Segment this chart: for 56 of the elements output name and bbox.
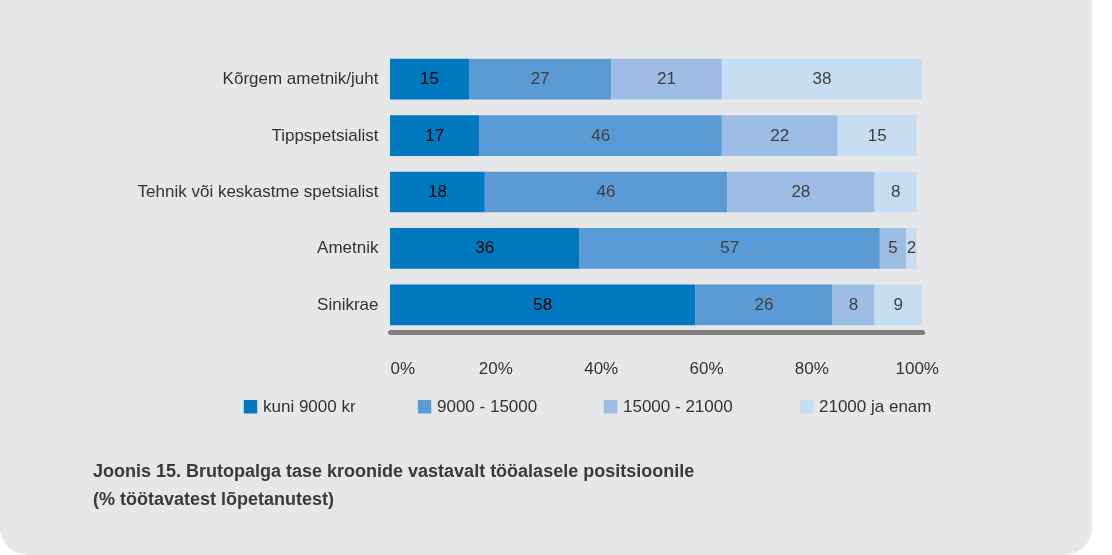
bar [695,284,833,326]
data-label: 21 [657,69,676,89]
y-tick-label: Tehnik või keskastme spetsialist [137,182,379,201]
data-label: 27 [530,69,550,89]
bar [721,58,922,100]
data-label: 58 [533,294,553,314]
x-tick-label: 20% [478,358,513,378]
data-label: 8 [890,182,901,201]
data-label: 46 [596,182,616,201]
y-tick-label: Kõrgem ametnik/juht [222,69,379,89]
data-label: 8 [848,294,859,314]
bar [874,284,922,326]
legend-label: 15000 - 21000 [623,396,733,416]
data-label: 26 [754,294,774,314]
bar [390,171,485,213]
x-tick-label: 60% [689,358,724,378]
text: Joonis 15. Brutopalga tase kroonide vastavalt tööalasele positsioonile (% töötavatest lõpetanutest) [93,461,695,509]
data-label: 18 [427,182,447,201]
bar [611,58,722,100]
data-label: 5 [888,238,898,258]
bar [579,228,880,269]
data-label: 57 [720,238,740,258]
x-tick-label: 40% [584,358,619,378]
bar [721,115,838,156]
data-label: 9 [893,294,904,314]
bar [837,115,917,156]
data-label: 2 [906,238,917,258]
bar [484,171,728,213]
y-tick-label: Ametnik [317,238,379,258]
data-label: 46 [591,125,611,145]
legend-label: 21000 ja enam [819,396,932,416]
bar [832,284,875,326]
data-label: 38 [812,69,832,89]
data-label: 15 [867,125,887,145]
bar [390,115,480,156]
x-tick-label: 80% [794,358,829,378]
data-label: 36 [475,238,495,258]
bar [479,115,722,156]
bar [390,228,580,269]
bar [906,228,917,269]
bar [727,171,875,213]
bar [874,171,917,213]
y-tick-label: Tippspetsialist [271,125,379,145]
bar [879,228,907,269]
x-tick-label: 0% [390,358,416,378]
data-label: 22 [770,125,790,145]
bar [390,58,470,100]
data-label: 15 [420,69,439,89]
y-tick-label: Sinikrae [317,294,379,314]
data-label: 17 [425,125,445,145]
bar [390,284,696,326]
legend-label: kuni 9000 kr [263,396,356,416]
legend-label: 9000 - 15000 [437,396,538,416]
x-tick-label: 100% [895,358,939,378]
data-label: 28 [791,182,811,201]
bar [469,58,612,100]
